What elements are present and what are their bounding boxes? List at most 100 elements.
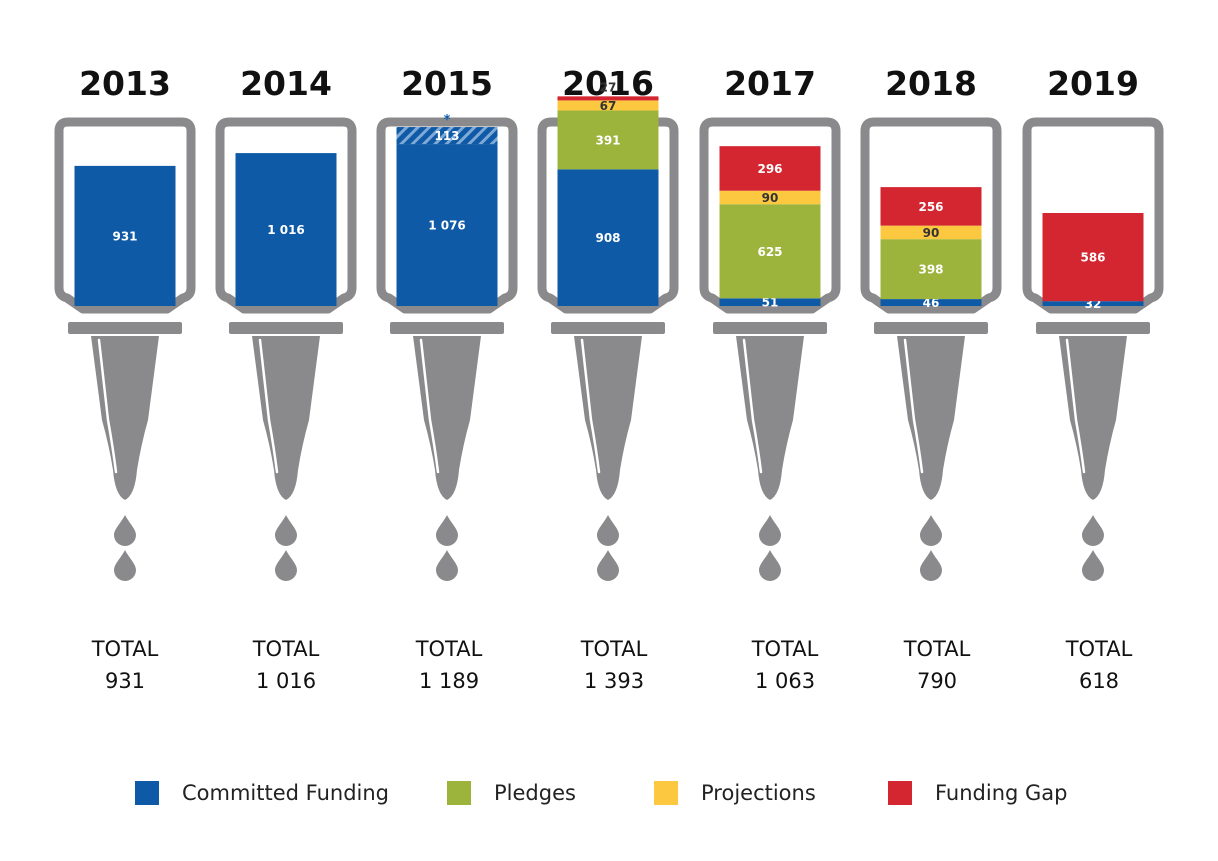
container-collar xyxy=(390,322,504,334)
total-label: TOTAL xyxy=(415,637,483,661)
bar-value-label-projections: 67 xyxy=(600,99,617,113)
nozzle xyxy=(736,336,804,500)
nozzle xyxy=(574,336,642,500)
container-outline xyxy=(699,117,841,314)
droplet-icon xyxy=(114,550,136,581)
bar-segment-gap xyxy=(880,187,982,226)
droplet-icon xyxy=(1082,550,1104,581)
legend-item-pledges: Pledges xyxy=(447,778,576,808)
bar-value-label-committed: 51 xyxy=(762,296,779,310)
bar-value-label-pledges: 391 xyxy=(595,133,620,147)
bar-value-label-projections: 90 xyxy=(923,226,940,240)
nozzle-highlight xyxy=(258,338,279,474)
nozzle xyxy=(897,336,965,500)
footnote-marker: * xyxy=(444,113,451,128)
year-column-2014: 2014 1 016 TOTAL 1 016 xyxy=(215,64,357,693)
total-label: TOTAL xyxy=(903,637,971,661)
legend-label-projections: Projections xyxy=(701,781,816,805)
legend-item-projections: Projections xyxy=(654,778,816,808)
year-label: 2013 xyxy=(79,64,171,103)
bar-segment-projections xyxy=(557,100,659,111)
year-label: 2018 xyxy=(885,64,977,103)
total-value: 790 xyxy=(917,669,957,693)
year-label: 2014 xyxy=(240,64,332,103)
bar-value-label-committed: 908 xyxy=(595,231,620,245)
bar-segment-pledges xyxy=(557,110,659,170)
bar-value-label-pledges: 113 xyxy=(434,129,459,143)
container-outline xyxy=(860,117,1002,314)
legend-label-committed: Committed Funding xyxy=(182,781,390,805)
bar-segment-committed xyxy=(74,165,176,306)
year-label: 2015 xyxy=(401,64,493,103)
bar-value-label-committed: 931 xyxy=(112,229,137,243)
nozzle xyxy=(413,336,481,500)
total-label: TOTAL xyxy=(252,637,320,661)
legend-label-pledges: Pledges xyxy=(494,781,576,805)
bar-segment-committed xyxy=(880,299,982,306)
legend-item-committed: Committed Funding xyxy=(135,778,389,808)
year-column-2013: 2013 931 TOTAL 931 xyxy=(54,64,196,693)
bar-value-label-gap: 296 xyxy=(757,162,782,176)
container-outline xyxy=(215,117,357,314)
legend-swatch-committed xyxy=(135,781,159,805)
legend-swatch-projections xyxy=(654,781,678,805)
droplet-icon xyxy=(597,550,619,581)
bar-segment-gap xyxy=(719,146,821,191)
droplet-icon xyxy=(920,515,942,546)
container-collar xyxy=(551,322,665,334)
bar-segment-projections xyxy=(880,225,982,240)
bar-segment-gap xyxy=(1042,212,1144,302)
bar-segment-committed xyxy=(557,169,659,306)
year-column-2015: 2015 1 076 113* TOTAL 1 189 xyxy=(376,64,518,693)
total-value: 618 xyxy=(1079,669,1119,693)
droplet-icon xyxy=(436,515,458,546)
nozzle-highlight xyxy=(742,338,763,474)
container-collar xyxy=(1036,322,1150,334)
total-value: 1 063 xyxy=(755,669,815,693)
container-collar xyxy=(713,322,827,334)
container-outline xyxy=(1022,117,1164,314)
bar-value-label-projections: 90 xyxy=(762,191,779,205)
droplet-icon xyxy=(436,550,458,581)
bar-value-label-gap: 586 xyxy=(1080,251,1105,265)
legend-swatch-pledges xyxy=(447,781,471,805)
total-value: 1 016 xyxy=(256,669,316,693)
bar-segment-projections xyxy=(719,190,821,205)
nozzle-highlight xyxy=(419,338,440,474)
total-value: 1 393 xyxy=(584,669,644,693)
container-collar xyxy=(229,322,343,334)
container-collar xyxy=(874,322,988,334)
total-label: TOTAL xyxy=(91,637,159,661)
container-outline xyxy=(54,117,196,314)
bar-value-label-committed: 1 016 xyxy=(267,223,305,237)
bar-value-label-gap: 256 xyxy=(918,200,943,214)
legend-item-gap: Funding Gap xyxy=(888,778,1068,808)
droplet-icon xyxy=(275,515,297,546)
total-value: 931 xyxy=(105,669,145,693)
droplet-icon xyxy=(597,515,619,546)
bar-segment-pledges xyxy=(396,127,498,145)
droplet-icon xyxy=(275,550,297,581)
total-label: TOTAL xyxy=(1065,637,1133,661)
bar-segment-pledges xyxy=(719,204,821,299)
bar-segment-pledges xyxy=(880,239,982,300)
bar-value-label-committed: 1 076 xyxy=(428,219,466,233)
nozzle xyxy=(252,336,320,500)
bar-segment-gap xyxy=(557,96,659,101)
container-outline xyxy=(537,117,679,314)
droplet-icon xyxy=(920,550,942,581)
bar-segment-committed xyxy=(1042,301,1144,306)
droplet-icon xyxy=(759,550,781,581)
legend-swatch-gap xyxy=(888,781,912,805)
nozzle-highlight xyxy=(903,338,924,474)
legend-label-gap: Funding Gap xyxy=(935,781,1068,805)
bar-value-label-pledges: 398 xyxy=(918,263,943,277)
bar-value-label-committed: 46 xyxy=(923,296,940,310)
total-label: TOTAL xyxy=(580,637,648,661)
nozzle-highlight xyxy=(580,338,601,474)
legend: Committed Funding Pledges Projections Fu… xyxy=(0,778,1218,808)
container-collar xyxy=(68,322,182,334)
bar-value-label-pledges: 625 xyxy=(757,245,782,259)
